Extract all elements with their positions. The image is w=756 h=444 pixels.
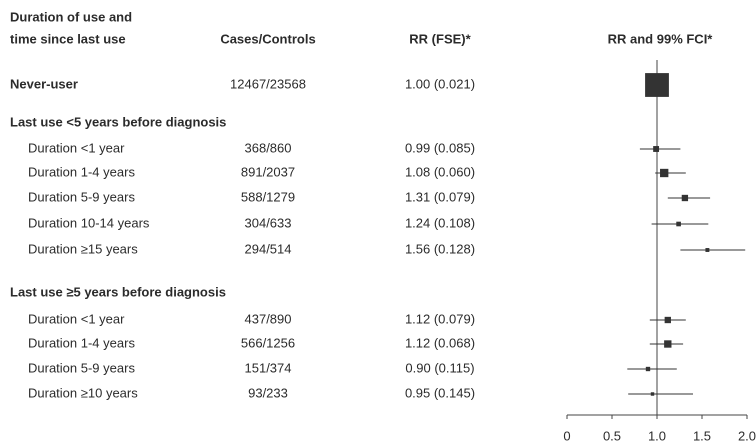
row-label: Duration ≥10 years — [28, 385, 138, 400]
cases-controls: 566/1256 — [241, 335, 295, 350]
cases-controls: 437/890 — [245, 311, 292, 326]
column-header: RR and 99% FCI* — [608, 31, 714, 46]
row-label: Duration 1-4 years — [28, 164, 135, 179]
rr-label: 0.99 (0.085) — [405, 140, 475, 155]
row-label: Duration 5-9 years — [28, 360, 135, 375]
rr-label: 1.12 (0.079) — [405, 311, 475, 326]
rr-square — [653, 146, 660, 152]
rr-square — [645, 73, 669, 97]
rr-label: 1.31 (0.079) — [405, 189, 475, 204]
x-tick-label: 1.0 — [648, 428, 666, 443]
cases-controls: 588/1279 — [241, 189, 295, 204]
row-label: Duration <1 year — [28, 140, 125, 155]
row-label: Duration 5-9 years — [28, 189, 135, 204]
cases-controls: 93/233 — [248, 385, 288, 400]
rr-square — [660, 168, 669, 178]
column-header: Duration of use and — [10, 9, 132, 24]
rr-square — [645, 366, 651, 372]
rr-square — [705, 248, 710, 252]
row-label: Last use <5 years before diagnosis — [10, 114, 226, 129]
rr-square — [676, 221, 681, 227]
x-tick-label: 0 — [563, 428, 570, 443]
rr-label: 1.12 (0.068) — [405, 335, 475, 350]
cases-controls: 368/860 — [245, 140, 292, 155]
row-label: Duration ≥15 years — [28, 241, 138, 256]
rr-square — [681, 194, 689, 202]
rr-square — [664, 316, 671, 324]
x-tick-label: 0.5 — [603, 428, 621, 443]
column-header: Cases/Controls — [220, 31, 315, 46]
row-label: Duration 1-4 years — [28, 335, 135, 350]
x-tick-label: 1.5 — [693, 428, 711, 443]
rr-square — [664, 340, 672, 348]
rr-label: 0.90 (0.115) — [405, 360, 474, 375]
rr-label: 1.08 (0.060) — [405, 164, 475, 179]
row-label: Duration 10-14 years — [28, 215, 150, 230]
rr-square — [650, 392, 655, 396]
column-header: time since last use — [10, 31, 126, 46]
cases-controls: 891/2037 — [241, 164, 295, 179]
x-tick-label: 2.0 — [738, 428, 756, 443]
rr-label: 0.95 (0.145) — [405, 385, 475, 400]
cases-controls: 304/633 — [245, 215, 292, 230]
rr-label: 1.56 (0.128) — [405, 241, 475, 256]
row-label: Last use ≥5 years before diagnosis — [10, 284, 226, 299]
cases-controls: 12467/23568 — [230, 76, 306, 91]
column-header: RR (FSE)* — [409, 31, 471, 46]
cases-controls: 151/374 — [245, 360, 292, 375]
rr-label: 1.24 (0.108) — [405, 215, 475, 230]
rr-label: 1.00 (0.021) — [405, 76, 475, 91]
row-label: Duration <1 year — [28, 311, 125, 326]
row-label: Never-user — [10, 76, 78, 91]
cases-controls: 294/514 — [245, 241, 292, 256]
